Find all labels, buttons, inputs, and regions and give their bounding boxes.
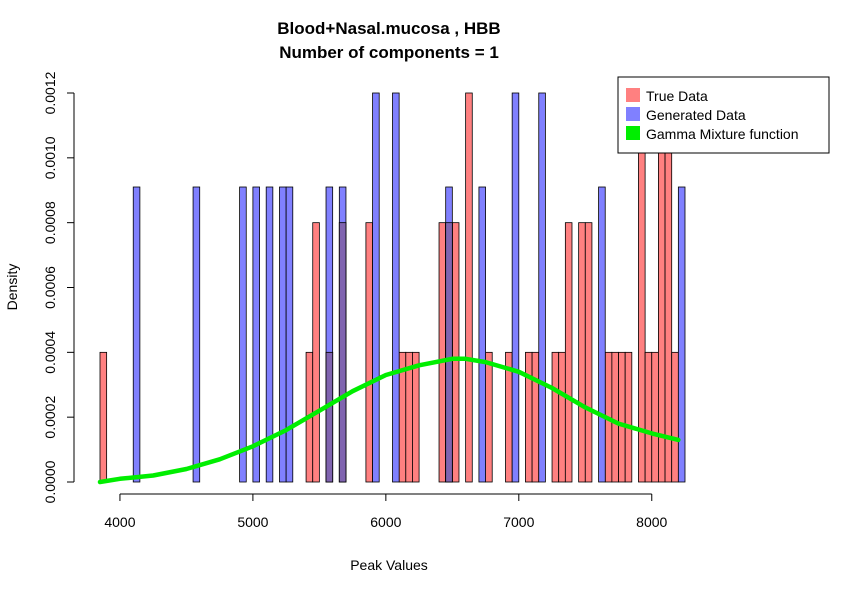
y-tick-label: 0.0012 — [42, 71, 58, 114]
legend-swatch-true-data — [626, 88, 640, 102]
true-data-bar — [624, 351, 633, 483]
x-tick-label: 4000 — [104, 514, 135, 530]
legend: True Data Generated Data Gamma Mixture f… — [617, 76, 830, 154]
generated-data-bar — [677, 186, 686, 483]
y-tick-label: 0.0000 — [42, 460, 58, 503]
y-tick-label: 0.0010 — [42, 136, 58, 179]
true-data-bar — [99, 351, 108, 483]
y-axis: 0.0000 0.0002 0.0004 0.0006 0.0008 0.0010 0.00… — [42, 71, 75, 503]
true-data-bar — [551, 351, 560, 483]
generated-data-bar — [392, 92, 400, 483]
legend-swatch-generated-data — [626, 107, 640, 121]
chart-title: Blood+Nasal.mucosa , HBB — [277, 19, 500, 38]
chart-subtitle: Number of components = 1 — [279, 43, 499, 62]
legend-label-generated-data: Generated Data — [646, 107, 746, 123]
y-tick-label: 0.0006 — [42, 266, 58, 309]
true-data-bar — [451, 222, 460, 483]
overlap-bars — [325, 222, 453, 483]
generated-data-bar — [132, 186, 141, 483]
true-data-bar — [405, 351, 413, 483]
y-axis-label: Density — [4, 264, 20, 311]
x-tick-label: 7000 — [503, 514, 534, 530]
true-data-bar — [312, 222, 320, 483]
true-data-bar — [651, 351, 659, 483]
generated-data-bar — [511, 92, 520, 483]
true-data-bar — [611, 351, 619, 483]
generated-data-bar — [252, 186, 260, 483]
generated-data-bar — [285, 186, 294, 483]
generated-data-bar — [598, 186, 606, 483]
x-axis: 4000 5000 6000 7000 8000 — [104, 493, 668, 530]
generated-data-bar — [192, 186, 201, 483]
legend-swatch-gamma-mixture — [626, 126, 640, 140]
true-data-bar — [531, 351, 540, 483]
overlap-bar — [325, 351, 334, 483]
gamma-mixture-curve — [97, 356, 681, 485]
true-data-bar — [412, 351, 420, 483]
overlap-bar — [338, 222, 347, 483]
true-data-bar — [438, 222, 447, 483]
x-tick-label: 5000 — [237, 514, 268, 530]
true-data-bar — [365, 222, 373, 483]
x-axis-label: Peak Values — [350, 557, 428, 573]
generated-data-bar — [478, 186, 486, 483]
true-data-bar — [465, 92, 473, 483]
generated-data-bar — [239, 186, 247, 483]
legend-label-gamma-mixture: Gamma Mixture function — [646, 126, 799, 142]
true-data-bar — [558, 351, 566, 483]
true-data-bar — [644, 351, 653, 483]
true-data-bar — [671, 351, 679, 483]
true-data-bar — [618, 351, 626, 483]
true-data-bar — [578, 222, 586, 483]
x-tick-label: 8000 — [636, 514, 667, 530]
true-data-bar — [485, 351, 493, 483]
y-tick-label: 0.0002 — [42, 396, 58, 439]
y-tick-label: 0.0004 — [42, 331, 58, 374]
true-data-bar — [525, 351, 533, 483]
true-data-bars — [99, 92, 679, 483]
legend-box — [617, 76, 830, 154]
y-tick-label: 0.0008 — [42, 201, 58, 244]
x-tick-label: 6000 — [370, 514, 401, 530]
true-data-bar — [564, 222, 573, 483]
generated-data-bar — [279, 186, 287, 483]
true-data-bar — [584, 222, 593, 483]
generated-data-bar — [265, 186, 274, 483]
generated-data-bar — [538, 92, 546, 483]
generated-data-bar — [372, 92, 380, 483]
legend-label-true-data: True Data — [646, 88, 708, 104]
overlap-bar — [445, 222, 453, 483]
